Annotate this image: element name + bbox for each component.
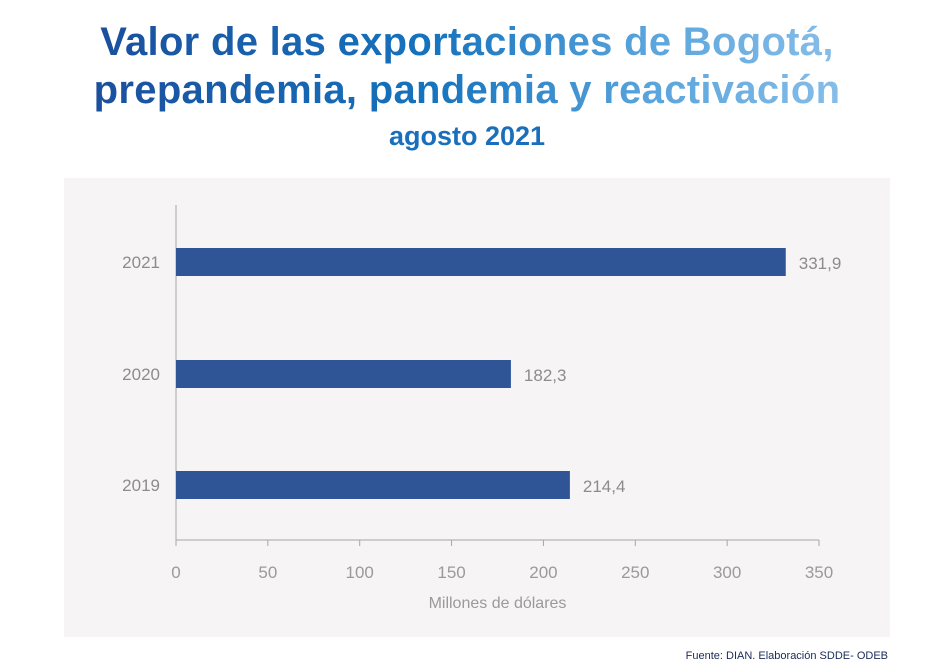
x-tick-label: 350 (805, 563, 833, 582)
chart-subtitle: agosto 2021 (388, 121, 546, 151)
y-tick-label: 2019 (122, 476, 160, 495)
x-tick-label: 50 (258, 563, 277, 582)
chart-title-line-1: Valor de las exportaciones de Bogotá, (100, 20, 834, 64)
y-tick-label: 2021 (122, 253, 160, 272)
x-tick-label: 200 (529, 563, 557, 582)
x-tick-label: 300 (713, 563, 741, 582)
x-tick-label: 0 (171, 563, 180, 582)
data-label: 214,4 (583, 477, 626, 496)
x-axis-label: Millones de dólares (429, 595, 567, 612)
source-note: Fuente: DIAN. Elaboración SDDE- ODEB (685, 650, 888, 662)
y-tick-label: 2020 (122, 365, 160, 384)
chart-title-line-2: prepandemia, pandemia y reactivación (93, 68, 841, 112)
bar-2019 (176, 471, 570, 499)
x-tick-label: 150 (437, 563, 465, 582)
x-tick-label: 100 (346, 563, 374, 582)
x-tick-label: 250 (621, 563, 649, 582)
data-label: 182,3 (524, 366, 567, 385)
bar-2021 (176, 248, 786, 276)
data-label: 331,9 (799, 254, 842, 273)
bar-2020 (176, 360, 511, 388)
